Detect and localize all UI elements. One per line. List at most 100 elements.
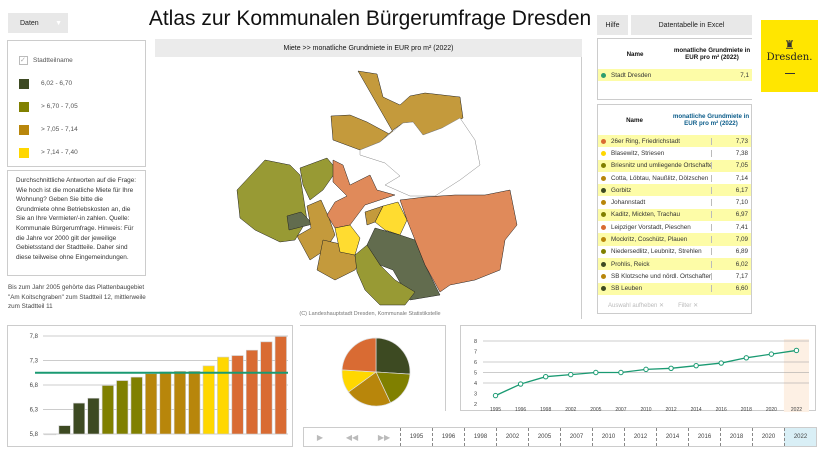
map-district-briesnitz[interactable] bbox=[236, 159, 308, 243]
year-button[interactable]: 2010 bbox=[592, 428, 624, 446]
year-button[interactable]: 2022 bbox=[784, 428, 816, 446]
y-tick-label: 8 bbox=[474, 339, 477, 345]
data-point bbox=[618, 369, 624, 376]
row-name: Johannstadt bbox=[611, 199, 646, 207]
map-district-leubnitz[interactable] bbox=[354, 244, 416, 306]
legend-item[interactable]: > 6,70 - 7,05 bbox=[8, 95, 145, 118]
row-value: 6,60 bbox=[711, 285, 751, 293]
year-button[interactable]: 2005 bbox=[528, 428, 560, 446]
row-name: Leipziger Vorstadt, Pieschen bbox=[611, 223, 691, 231]
year-button[interactable]: 2007 bbox=[560, 428, 592, 446]
city-table: Name monatliche Grundmiete in EUR pro m² … bbox=[597, 38, 752, 100]
data-point bbox=[517, 381, 524, 387]
stadtteilname-checkbox[interactable]: ✓ Stadtteilname bbox=[8, 49, 145, 72]
year-button[interactable]: 1998 bbox=[464, 428, 496, 446]
table-row[interactable]: 26er Ring, Friedrichstadt 7,73 bbox=[598, 135, 751, 148]
year-button[interactable]: 2018 bbox=[720, 428, 752, 446]
table-row[interactable]: Johannstadt 7,10 bbox=[598, 196, 751, 208]
step-forward-button[interactable]: ▶▶ bbox=[368, 428, 400, 446]
x-tick-label: 2014 bbox=[691, 407, 702, 412]
map-district-26er-ring[interactable] bbox=[326, 159, 396, 229]
year-button[interactable]: 2016 bbox=[688, 428, 720, 446]
row-value: 7,05 bbox=[711, 162, 751, 170]
district-map[interactable]: (C) Landeshauptstadt Dresden, Kommunale … bbox=[155, 57, 582, 319]
table-row[interactable]: Mockritz, Coschütz, Plauen 7,09 bbox=[598, 233, 751, 246]
row-name: Gorbitz bbox=[611, 186, 632, 194]
y-tick-label: 6 bbox=[474, 360, 477, 366]
legend-item[interactable]: > 7,14 - 7,40 bbox=[8, 141, 145, 164]
y-tick-label: 3 bbox=[474, 392, 477, 398]
bar bbox=[245, 349, 258, 435]
map-district-loschwitz-outline[interactable] bbox=[359, 117, 481, 197]
table-row[interactable]: SB Loschwitz und Schönfeld-Weißig7,53 bbox=[598, 295, 751, 298]
map-district-leuben[interactable] bbox=[399, 189, 518, 293]
row-value: 7,41 bbox=[711, 223, 751, 231]
year-button[interactable]: 2012 bbox=[624, 428, 656, 446]
map-district-kaditz[interactable] bbox=[299, 157, 338, 201]
row-value: 6,97 bbox=[711, 211, 751, 219]
table-row[interactable]: Kaditz, Mickten, Trachau 6,97 bbox=[598, 208, 751, 222]
table-row[interactable]: Briesnitz und umliegende Ortschaften 7,05 bbox=[598, 159, 751, 172]
bar bbox=[260, 341, 273, 435]
rewind-icon: ◀◀ bbox=[345, 432, 359, 442]
row-value: 7,14 bbox=[711, 174, 751, 182]
data-point bbox=[593, 369, 599, 376]
legend-panel: ✓ Stadtteilname 6,02 - 6,70 > 6,70 - 7,05 >… bbox=[7, 40, 146, 181]
series-line bbox=[495, 349, 797, 397]
y-tick-label: 7,8 bbox=[30, 334, 39, 340]
line-chart-panel: 2 3 4 5 6 7 8 1995 1996 1998 2002 2005 2007 2010 2012 2… bbox=[460, 325, 816, 413]
bar bbox=[231, 355, 244, 435]
row-name: Briesnitz und umliegende Ortschaften bbox=[611, 162, 711, 170]
data-dropdown[interactable]: Daten ▼ bbox=[8, 13, 68, 33]
row-value: 7,17 bbox=[711, 272, 751, 280]
bar bbox=[116, 380, 129, 435]
year-button[interactable]: 1995 bbox=[400, 428, 432, 446]
table-row[interactable]: SB Leuben 6,60 bbox=[598, 282, 751, 295]
bar-chart: 5,8 6,3 6,8 7,3 7,8 bbox=[30, 334, 288, 438]
table-row[interactable]: Cotta, Löbtau, Naußlitz, Dölzschen 7,14 bbox=[598, 172, 751, 184]
dot-icon bbox=[601, 138, 606, 144]
step-back-button[interactable]: ◀◀ bbox=[336, 428, 368, 446]
col-header-value[interactable]: monatliche Grundmiete in EUR pro m² (202… bbox=[672, 113, 750, 127]
filter-button[interactable]: Filter ✕ bbox=[678, 302, 698, 309]
data-point bbox=[643, 366, 649, 373]
year-button[interactable]: 1996 bbox=[432, 428, 464, 446]
bar bbox=[274, 336, 287, 435]
dot-icon bbox=[601, 286, 606, 292]
map-source: (C) Landeshauptstadt Dresden, Kommunale … bbox=[299, 311, 440, 317]
data-point bbox=[743, 355, 750, 361]
legend-swatch bbox=[19, 147, 29, 158]
clear-selection-button[interactable]: Auswahl aufheben ✕ bbox=[608, 302, 664, 309]
help-button[interactable]: Hilfe bbox=[597, 15, 628, 35]
table-row[interactable]: Blasewitz, Striesen 7,38 bbox=[598, 147, 751, 159]
excel-export-button[interactable]: Datentabelle in Excel bbox=[631, 15, 752, 35]
year-button[interactable]: 2014 bbox=[656, 428, 688, 446]
row-value: 6,17 bbox=[711, 186, 751, 194]
data-point bbox=[568, 371, 574, 378]
table-row[interactable]: Gorbitz 6,17 bbox=[598, 184, 751, 197]
y-tick-label: 7 bbox=[474, 350, 477, 356]
year-button[interactable]: 2002 bbox=[496, 428, 528, 446]
map-district-suedvorstadt[interactable] bbox=[334, 224, 361, 256]
dot-icon bbox=[601, 72, 606, 78]
table-row[interactable]: Leipziger Vorstadt, Pieschen 7,41 bbox=[598, 221, 751, 233]
x-tick-label: 2007 bbox=[615, 407, 626, 412]
dot-icon bbox=[601, 150, 606, 156]
table-row[interactable]: Prohlis, Reick 6,02 bbox=[598, 257, 751, 271]
clear-selection-label: Auswahl aufheben bbox=[608, 303, 658, 309]
map-district-johannstadt[interactable] bbox=[364, 205, 384, 226]
legend-item[interactable]: > 7,05 - 7,14 bbox=[8, 118, 145, 141]
year-button[interactable]: 2020 bbox=[752, 428, 784, 446]
col-header-name[interactable]: Name bbox=[626, 116, 643, 124]
data-point bbox=[542, 374, 549, 380]
col-header-value[interactable]: monatliche Grundmiete in EUR pro m² (202… bbox=[673, 47, 751, 61]
play-button[interactable]: ▶ bbox=[304, 428, 336, 446]
legend-item[interactable]: 6,02 - 6,70 bbox=[8, 72, 145, 95]
dot-icon bbox=[601, 249, 606, 255]
table-row[interactable]: SB Klotzsche und nördl. Ortschaften 7,17 bbox=[598, 270, 751, 282]
table-row[interactable]: Stadt Dresden 7,1 bbox=[598, 69, 752, 82]
col-header-name[interactable]: Name bbox=[626, 50, 644, 58]
table-row[interactable]: Niedersedlitz, Leubnitz, Strehlen 6,89 bbox=[598, 246, 751, 258]
x-tick-label: 1998 bbox=[540, 407, 551, 412]
dot-icon bbox=[601, 175, 606, 181]
